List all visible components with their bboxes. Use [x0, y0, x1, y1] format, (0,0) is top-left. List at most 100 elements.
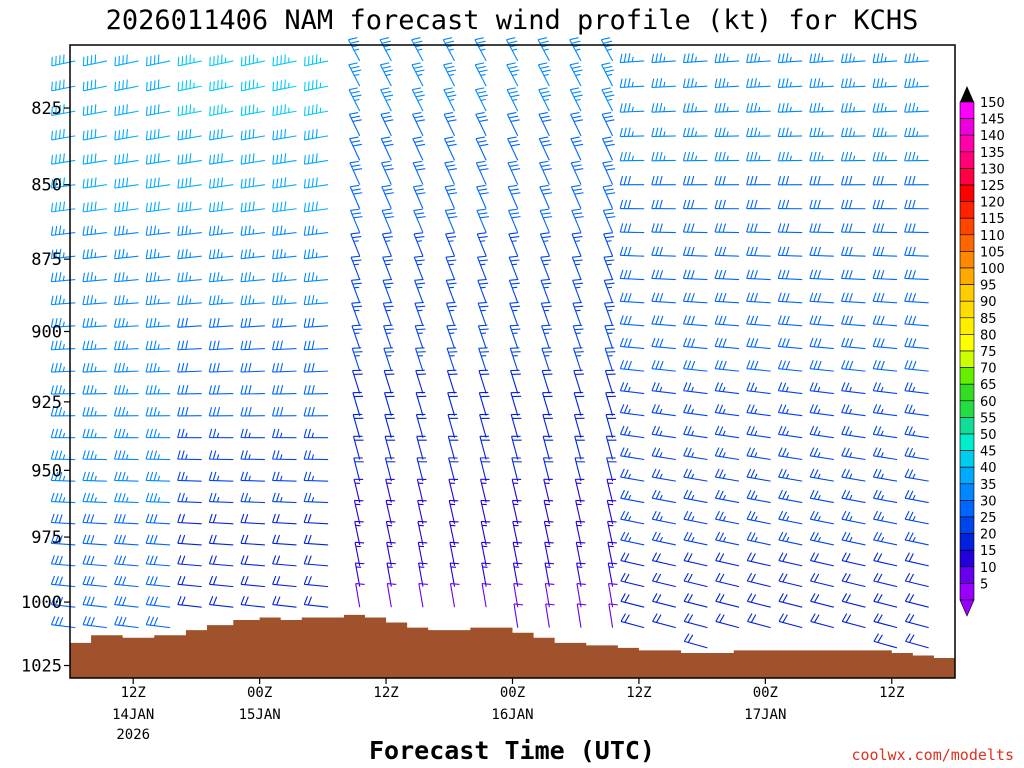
wind-barb	[443, 87, 457, 112]
wind-barb	[840, 246, 866, 257]
wind-barb	[240, 534, 265, 546]
wind-barb	[414, 347, 426, 372]
x-tick-year: 2026	[116, 727, 150, 743]
colorbar-swatch	[959, 350, 975, 368]
wind-barb	[177, 104, 202, 117]
wind-barb	[682, 151, 708, 162]
wind-barb	[840, 102, 866, 113]
wind-barb	[82, 79, 107, 92]
wind-barb	[480, 478, 490, 503]
wind-barb	[114, 272, 139, 283]
wind-barb	[272, 104, 297, 117]
colorbar-label: 15	[980, 544, 997, 559]
wind-barb	[51, 54, 76, 67]
wind-barb	[682, 102, 708, 113]
wind-barb	[348, 112, 362, 137]
wind-barb	[177, 385, 202, 395]
colorbar-swatch	[959, 217, 975, 236]
wind-barb	[272, 513, 297, 525]
wind-barb	[114, 128, 139, 141]
wind-barb	[651, 425, 676, 439]
wind-barb	[443, 112, 457, 137]
wind-barb	[872, 489, 898, 504]
colorbar-swatch	[959, 483, 975, 501]
x-tick-label: 12Z	[121, 685, 146, 701]
wind-barb	[714, 292, 740, 304]
wind-barb	[602, 160, 616, 185]
wind-barb	[746, 552, 771, 567]
wind-barb	[114, 555, 139, 567]
wind-barb	[809, 552, 834, 567]
wind-barb	[872, 447, 898, 461]
wind-barb	[82, 177, 107, 189]
wind-barb	[651, 175, 676, 186]
y-tick-label: 1000	[21, 593, 62, 613]
wind-barb	[240, 340, 265, 351]
wind-barb	[840, 223, 866, 234]
wind-barb	[809, 78, 834, 89]
colorbar-swatch	[959, 549, 975, 568]
wind-barb	[904, 468, 929, 482]
colorbar-label: 20	[980, 528, 997, 543]
wind-barb	[380, 112, 394, 137]
wind-barb	[384, 457, 396, 482]
wind-barb	[509, 324, 521, 349]
colorbar-label: 55	[980, 411, 997, 426]
wind-barb	[145, 225, 171, 236]
wind-barb	[872, 269, 898, 281]
wind-barb	[353, 499, 364, 524]
wind-barb	[746, 199, 771, 210]
colorbar-swatch	[959, 184, 975, 202]
wind-barb	[508, 232, 520, 257]
wind-barb	[82, 616, 107, 629]
wind-barb	[601, 87, 615, 112]
wind-barb	[240, 471, 265, 482]
wind-barb	[177, 128, 202, 141]
wind-barb	[840, 78, 866, 89]
wind-barb	[82, 317, 107, 328]
colorbar-label: 130	[980, 162, 1005, 177]
wind-barb	[651, 315, 676, 327]
wind-barb	[777, 246, 803, 257]
wind-barb	[240, 79, 266, 92]
wind-barb	[777, 78, 803, 89]
wind-barb	[714, 102, 740, 113]
wind-barb	[575, 520, 586, 546]
wind-barb	[449, 583, 460, 608]
wind-barb	[714, 315, 740, 327]
wind-barb	[714, 78, 740, 89]
wind-barb	[272, 575, 297, 588]
credit-text[interactable]: coolwx.com/modelts	[851, 746, 1014, 764]
wind-barb	[145, 272, 171, 283]
wind-barb	[904, 223, 929, 234]
wind-barb	[746, 315, 771, 327]
wind-barb	[477, 324, 489, 349]
wind-barb	[683, 404, 708, 417]
wind-barb	[509, 301, 521, 326]
wind-barb	[145, 317, 171, 328]
wind-barb	[606, 457, 617, 482]
wind-barb	[114, 616, 139, 629]
wind-barb	[271, 428, 297, 439]
wind-barb	[651, 337, 676, 350]
wind-barb	[50, 225, 76, 236]
wind-barb	[412, 184, 426, 209]
wind-barb	[480, 541, 491, 566]
wind-barb	[746, 593, 771, 608]
wind-barb	[348, 87, 362, 112]
wind-barb	[778, 468, 803, 482]
wind-barb	[240, 272, 265, 283]
wind-barb	[240, 385, 265, 395]
colorbar-swatch	[959, 118, 975, 136]
wind-barb	[841, 337, 866, 350]
wind-barb	[114, 225, 139, 236]
wind-barb	[809, 175, 834, 186]
terrain-surface	[70, 614, 955, 678]
x-tick-label: 12Z	[626, 685, 651, 701]
wind-barb	[601, 136, 615, 161]
wind-barb	[651, 292, 676, 304]
wind-barb	[602, 208, 616, 233]
wind-barb	[840, 292, 866, 304]
wind-barb	[778, 613, 803, 629]
wind-barb	[810, 572, 834, 588]
